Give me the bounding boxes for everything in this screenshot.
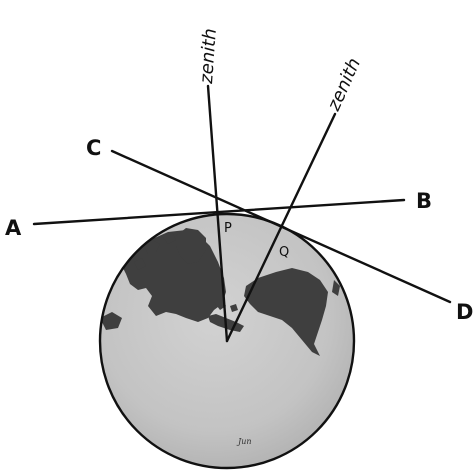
africa-landmass-edge [332, 280, 340, 296]
globe-outline [98, 212, 356, 470]
pacific-islands [100, 312, 122, 330]
zenith-label-left: zenith [196, 28, 221, 86]
greenland-landmass [176, 228, 206, 264]
caribbean-islands [214, 300, 238, 312]
globe-landmasses [100, 228, 340, 356]
label-p: P [224, 221, 232, 236]
label-b: B [416, 189, 432, 213]
zenith-line-p [206, 84, 229, 343]
line-a-b [32, 198, 406, 226]
label-c: C [86, 136, 101, 160]
zenith-label-right: zenith [323, 55, 365, 115]
line-c-d [110, 149, 452, 304]
globe-stamp: Jun [236, 437, 252, 446]
label-d: D [456, 300, 473, 324]
arctic-islands [134, 232, 176, 270]
south-america-landmass [244, 268, 328, 356]
label-a: A [5, 216, 22, 240]
label-q: Q [279, 245, 289, 260]
